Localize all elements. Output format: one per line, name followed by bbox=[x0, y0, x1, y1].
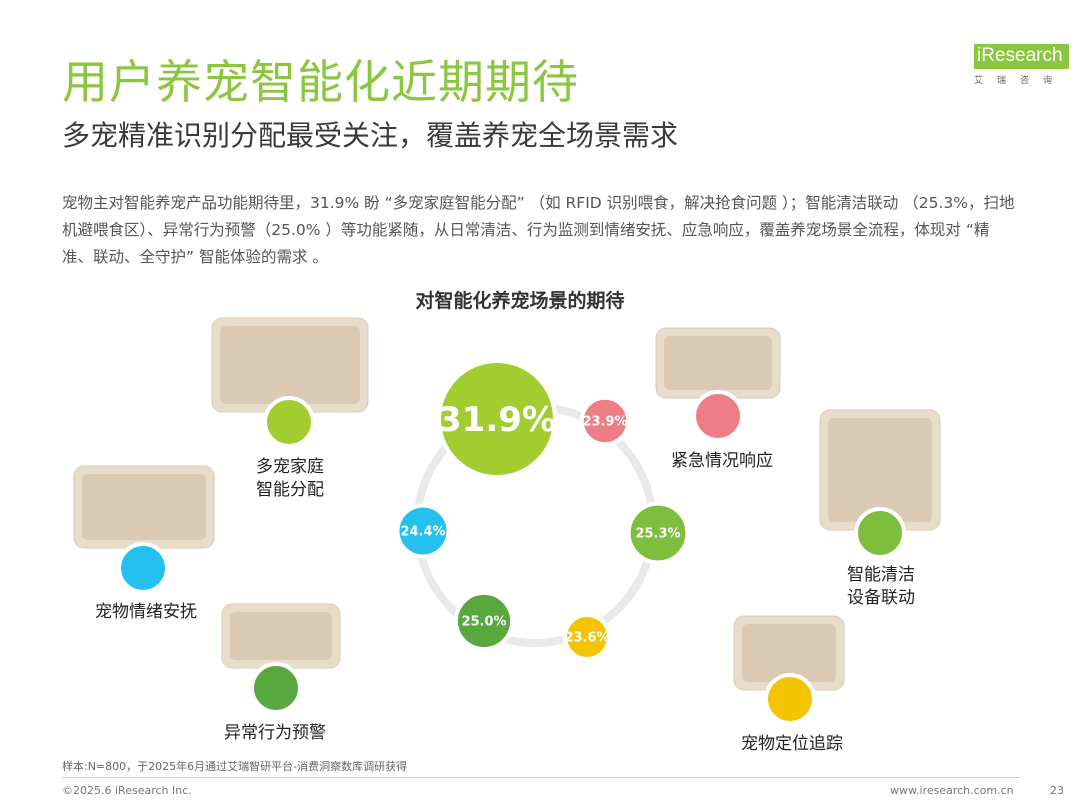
category-label-2-1: 设备联动 bbox=[847, 588, 915, 608]
value-label-5: 24.4% bbox=[400, 525, 445, 540]
category-marker-2 bbox=[854, 507, 906, 559]
category-marker-0 bbox=[263, 396, 315, 448]
logo-main-text: iResearch bbox=[974, 44, 1069, 69]
value-bubble-2 bbox=[626, 501, 690, 565]
category-label-5-0: 宠物情绪安抚 bbox=[95, 602, 197, 622]
page-subtitle: 多宠精准识别分配最受关注，覆盖养宠全场景需求 bbox=[62, 119, 679, 152]
scene-photo-inner-2 bbox=[828, 418, 932, 522]
value-label-4: 25.0% bbox=[461, 615, 506, 630]
sample-footnote: 样本:N=800，于2025年6月通过艾瑞智研平台-消费洞察数库调研获得 bbox=[62, 760, 408, 773]
category-marker-5 bbox=[117, 542, 169, 594]
scene-photo-inner-3 bbox=[742, 624, 836, 682]
value-label-3: 23.6% bbox=[564, 631, 609, 646]
category-marker-4 bbox=[250, 662, 302, 714]
page-number: 23 bbox=[1050, 784, 1064, 797]
value-label-2: 25.3% bbox=[635, 527, 680, 542]
page-title: 用户养宠智能化近期期待 bbox=[62, 55, 579, 109]
logo-sub-text: 艾瑞咨询 bbox=[974, 76, 1067, 86]
value-label-0: 31.9% bbox=[438, 400, 556, 440]
category-marker-3 bbox=[764, 673, 816, 725]
scene-photo-inner-1 bbox=[664, 336, 772, 390]
description-paragraph: 宠物主对智能养宠产品功能期待里，31.9% 盼 “多宠家庭智能分配” （如 RF… bbox=[62, 194, 1015, 266]
category-marker-1 bbox=[692, 390, 744, 442]
value-bubble-3 bbox=[563, 613, 611, 661]
value-bubble-0 bbox=[437, 359, 557, 479]
category-label-2-0: 智能清洁 bbox=[847, 565, 915, 585]
value-label-1: 23.9% bbox=[582, 415, 627, 430]
category-label-1-0: 紧急情况响应 bbox=[671, 451, 773, 471]
category-label-4-0: 异常行为预警 bbox=[224, 723, 326, 743]
iresearch-logo: iResearch 艾瑞咨询 bbox=[974, 44, 1069, 90]
chart-title: 对智能化养宠场景的期待 bbox=[415, 290, 625, 312]
scene-photo-inner-5 bbox=[82, 474, 206, 540]
category-label-3-0: 宠物定位追踪 bbox=[741, 734, 843, 754]
footer-divider bbox=[62, 777, 1020, 778]
value-bubble-4 bbox=[453, 590, 515, 652]
website-link[interactable]: www.iresearch.com.cn bbox=[890, 784, 1014, 797]
category-label-0-0: 多宠家庭 bbox=[256, 457, 324, 477]
scene-photo-inner-0 bbox=[220, 326, 360, 404]
copyright: ©2025.6 iResearch Inc. bbox=[62, 784, 192, 797]
category-label-0-1: 智能分配 bbox=[256, 480, 324, 500]
scene-photo-inner-4 bbox=[230, 612, 332, 660]
value-bubble-1 bbox=[579, 395, 631, 447]
value-bubble-5 bbox=[395, 503, 451, 559]
